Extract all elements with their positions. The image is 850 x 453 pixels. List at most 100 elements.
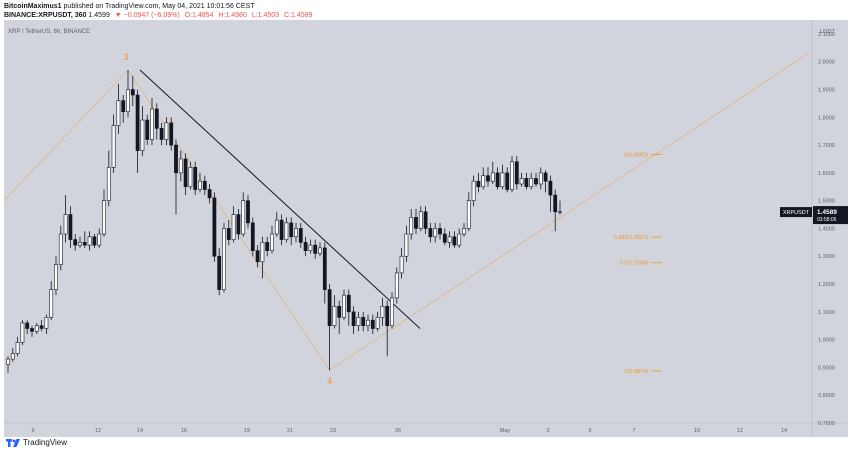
candle-body: [380, 305, 385, 318]
candle-body: [106, 167, 111, 201]
candle-body: [370, 319, 375, 329]
candle-body: [524, 178, 529, 188]
candle-body: [15, 342, 20, 354]
open-value: O:1.4854: [184, 12, 214, 19]
candle-body: [111, 125, 116, 168]
time-tick-label: 21: [287, 428, 293, 434]
ohlc-line: BINANCE:XRPUSDT, 360 1.4599 ▼ −0.0947 (−…: [4, 11, 315, 20]
price-tick-label: 1.7000: [818, 143, 835, 149]
candle-body: [505, 172, 510, 190]
candle-body: [481, 175, 486, 188]
candle-body: [409, 217, 414, 235]
candle-body: [322, 247, 327, 290]
time-tick-label: 19: [244, 428, 250, 434]
tradingview-brand[interactable]: TradingView: [23, 438, 68, 447]
price-tick-label: 1.6000: [818, 171, 835, 177]
candle-body: [49, 289, 54, 318]
candle-body: [54, 264, 58, 290]
candle-body: [202, 180, 207, 190]
candle-body: [543, 172, 548, 182]
wave-line: [3, 53, 809, 371]
candle-body: [193, 167, 198, 190]
candle-body: [207, 189, 212, 199]
footer: TradingView: [6, 438, 67, 447]
chart-title: XRP / TetherUS, 6h, BINANCE: [8, 29, 90, 35]
fib-level-label: 0.5(1.2768): [620, 261, 648, 267]
candle-body: [217, 255, 222, 290]
time-tick-label: May: [500, 428, 511, 434]
plot-background: [4, 20, 812, 423]
tradingview-logo-icon: [6, 438, 20, 447]
candle-body: [298, 228, 303, 243]
candle-body: [294, 228, 298, 238]
candle-body: [10, 353, 15, 360]
candle-body: [121, 100, 126, 113]
publish-line: BitcoinMaximus1 published on TradingView…: [4, 2, 315, 11]
candle-body: [490, 172, 495, 182]
candle-body: [44, 317, 49, 329]
candle-body: [58, 233, 63, 265]
candle-body: [313, 244, 318, 254]
candle-body: [39, 325, 44, 329]
candle-body: [102, 200, 106, 235]
countdown-value: 03:58:05: [817, 217, 837, 223]
candle-body: [337, 305, 342, 318]
time-tick-label: 7: [632, 428, 635, 434]
time-tick-label: 10: [694, 428, 700, 434]
candle-body: [178, 158, 183, 174]
candle-body: [97, 233, 102, 246]
candle-body: [6, 358, 10, 365]
symbol-badge: [780, 207, 812, 218]
time-axis-background: [4, 423, 848, 437]
candle-body: [198, 180, 202, 190]
time-tick-label: 14: [781, 428, 787, 434]
candle-body: [356, 317, 361, 327]
candle-body: [438, 228, 442, 235]
candle-body: [486, 175, 490, 182]
candle-body: [255, 250, 260, 263]
price-tick-label: 1.1000: [818, 310, 835, 316]
time-tick-label: 9: [31, 428, 34, 434]
candle-body: [308, 244, 313, 251]
candle-body: [30, 328, 34, 332]
candle-body: [116, 100, 121, 126]
candle-body: [82, 242, 87, 246]
candle-body: [457, 233, 462, 246]
price-tick-label: 0.8000: [818, 393, 835, 399]
candle-body: [529, 178, 534, 188]
candle-body: [150, 108, 154, 140]
price-tick-label: 1.2000: [818, 282, 835, 288]
candle-body: [394, 272, 399, 299]
candle-body: [390, 297, 394, 327]
candle-body: [164, 122, 169, 140]
time-tick-label: 14: [137, 428, 143, 434]
candle-body: [231, 214, 236, 240]
candle-body: [332, 305, 337, 327]
candle-body: [73, 239, 78, 246]
candle-body: [558, 211, 562, 213]
candle-body: [447, 236, 452, 243]
currency-label: USDT: [820, 29, 836, 35]
candle-body: [34, 325, 39, 332]
candle-body: [462, 228, 466, 235]
publish-info: published on TradingView.com, May 04, 20…: [63, 3, 255, 10]
high-value: H:1.4980: [218, 12, 247, 19]
candle-body: [399, 255, 404, 274]
candle-body: [183, 158, 188, 188]
time-tick-label: 16: [181, 428, 187, 434]
candle-body: [135, 94, 140, 151]
candle-body: [63, 214, 68, 235]
author-name[interactable]: BitcoinMaximus1: [4, 3, 62, 10]
candle-body: [385, 305, 390, 327]
candle-body: [274, 219, 279, 235]
price-tick-label: 0.7000: [818, 421, 835, 427]
close-value: C:1.4589: [284, 12, 313, 19]
candle-body: [361, 317, 366, 327]
candle-body: [404, 233, 409, 257]
wave-4-label: 4: [327, 376, 332, 386]
candle-body: [318, 247, 322, 254]
candle-body: [20, 322, 25, 343]
candle-body: [548, 180, 553, 196]
symbol-badge-label: XRPUSDT: [783, 210, 810, 216]
